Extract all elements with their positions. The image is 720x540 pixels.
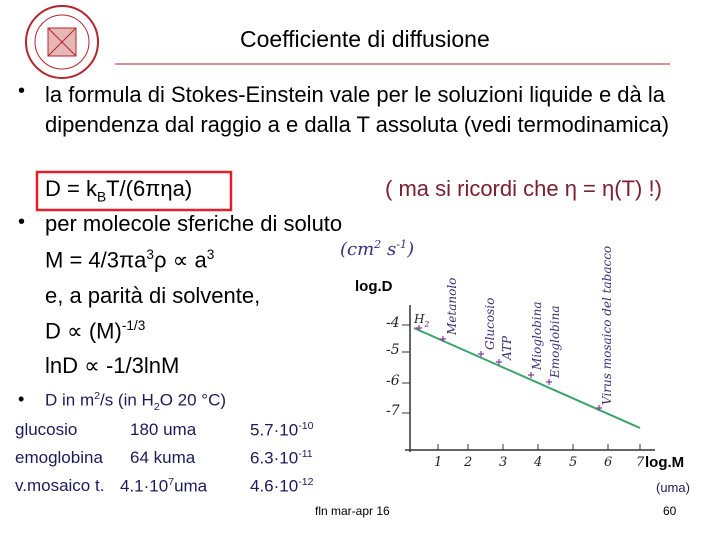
molecule-label: H2 (414, 312, 429, 328)
plot-drawing (402, 305, 655, 452)
bullet: • (18, 80, 26, 102)
note: ( ma si ricordi che η = η(T) !) (385, 176, 662, 201)
text-part: 5.7·10 (250, 420, 299, 440)
formula-part: D ∝ (M) (45, 318, 122, 344)
text-part: /s (in H (99, 390, 154, 410)
superscript: -11 (298, 448, 313, 460)
molecule-label: Virus mosaico del tabacco (600, 245, 614, 405)
formula: M = 4/3πa3ρ ∝ a3 (45, 247, 214, 273)
x-unit: (uma) (656, 480, 690, 495)
formula-part: T/(6πηa) (106, 176, 193, 201)
text-part: O 20 °C) (159, 390, 227, 410)
bullet-text: per molecole sferiche di soluto (45, 211, 343, 236)
text-part: 4.6·10 (250, 476, 299, 496)
bullet: • (18, 389, 25, 409)
text-part: 4.1·10 (120, 476, 169, 496)
x-tick-label: 3 (499, 455, 508, 470)
text-part: D in m (45, 390, 95, 410)
cell-d: 4.6·10-12 (250, 476, 313, 497)
cell-name: emoglobina (15, 448, 103, 467)
text-part: (cm (340, 239, 375, 260)
superscript: 2 (374, 238, 382, 251)
x-label: log.M (645, 454, 685, 471)
slide-title: Coefficiente di diffusione (240, 26, 490, 52)
text-line: e, a parità di solvente, (45, 283, 261, 308)
superscript: -10 (298, 420, 314, 432)
y-label: log.D (355, 278, 393, 295)
cell-mass: 180 uma (130, 420, 196, 440)
text-part: ) (407, 239, 415, 260)
x-tick-label: 7 (636, 455, 645, 470)
y-tick-label: -5 (386, 342, 400, 358)
cell-d: 5.7·10-10 (250, 420, 313, 441)
highlight-box (35, 170, 233, 212)
footer-source: fln mar-apr 16 (315, 504, 390, 518)
x-tick-label: 6 (604, 455, 613, 470)
cell-d: 6.3·10-11 (250, 448, 313, 469)
y-tick-label: -7 (386, 403, 400, 419)
text-part: uma (174, 476, 208, 496)
text-part: s (381, 239, 397, 260)
subscript: 2 (153, 401, 160, 414)
cell-name: v.mosaico t. (15, 476, 105, 495)
formula: D ∝ (M)-1/3 (45, 318, 145, 344)
page-number: 60 (663, 504, 677, 518)
x-tick-label: 5 (569, 455, 578, 470)
y-tick-label: -6 (386, 373, 400, 389)
molecule-label: ATP (500, 335, 514, 360)
y-tick-label: -4 (386, 315, 400, 331)
text-part: 180 uma (130, 420, 197, 439)
superscript: -1 (396, 238, 408, 251)
bullet-text: D in m2/s (in H2O 20 °C) (45, 390, 226, 413)
subscript: B (96, 189, 107, 205)
cell-mass: 4.1·107uma (120, 476, 207, 497)
x-tick-label: 2 (464, 455, 473, 470)
superscript: 3 (206, 247, 215, 262)
molecule-label: Metanolo (445, 277, 459, 335)
x-tick-label: 4 (534, 455, 543, 470)
superscript: -1/3 (121, 318, 146, 333)
cell-mass: 64 kuma (130, 448, 195, 468)
molecule-label: Glucosio (483, 297, 497, 350)
formula: lnD ∝ -1/3lnM (45, 353, 180, 378)
subscript: 2 (424, 319, 430, 329)
cell-name: glucosio (15, 420, 78, 439)
superscript: 3 (146, 247, 154, 262)
formula-part: D = k (45, 176, 97, 201)
bullet: • (18, 211, 26, 233)
superscript: 2 (94, 390, 100, 402)
superscript: -12 (298, 476, 314, 488)
text-part: 6.3·10 (250, 448, 299, 468)
bullet-text: la formula di Stokes-Einstein vale per l… (45, 82, 670, 137)
superscript: 7 (168, 476, 175, 488)
x-tick-label: 1 (434, 455, 443, 470)
molecule-label: Mioglobina (530, 301, 544, 371)
formula-part: M = 4/3πa (45, 247, 147, 273)
text-part: H (414, 312, 425, 326)
molecule-label: Emoglobina (548, 305, 562, 378)
formula-part: ρ ∝ a (153, 247, 207, 273)
logo (25, 5, 99, 79)
plot-unit: (cm2 s-1) (340, 238, 414, 260)
formula: D = kBT/(6πηa) (45, 176, 192, 204)
text-part: 64 kuma (130, 448, 196, 467)
